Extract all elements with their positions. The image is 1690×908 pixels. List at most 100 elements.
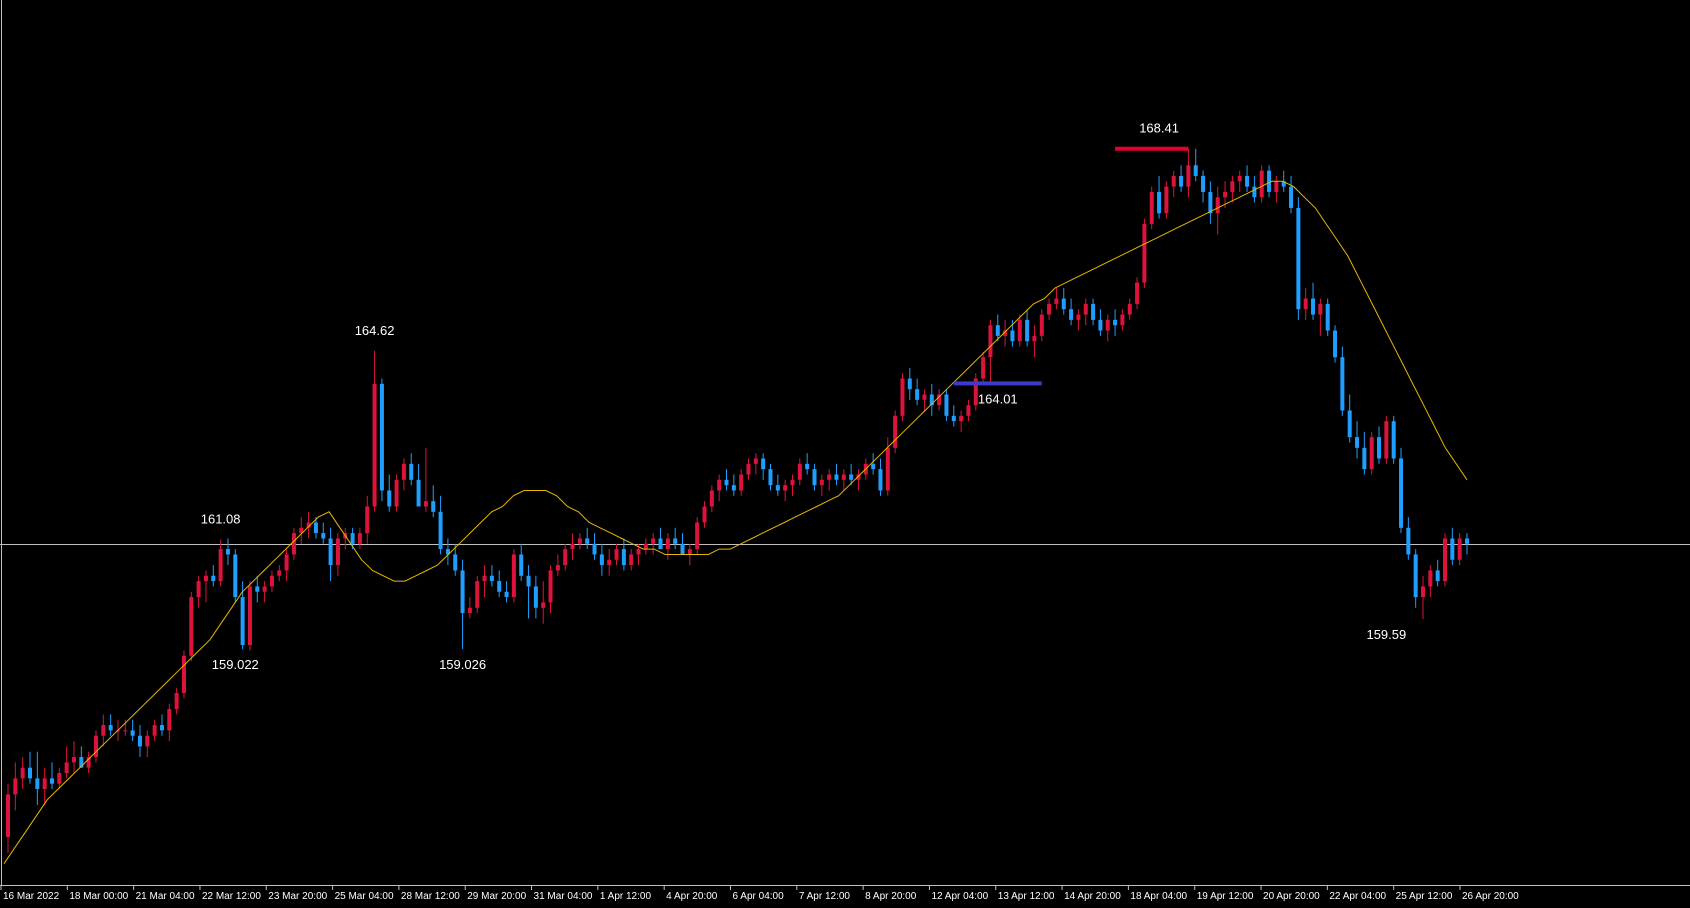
candle: [929, 383, 934, 416]
x-tick-label: 8 Apr 20:00: [865, 891, 917, 902]
candle: [1017, 314, 1022, 347]
candle-body: [42, 778, 47, 790]
candle-body: [416, 479, 421, 507]
candle: [533, 575, 538, 619]
x-tick-label: 13 Apr 12:00: [998, 891, 1055, 902]
candle-body: [731, 485, 736, 491]
levels-group: [953, 146, 1189, 386]
candle-body: [614, 549, 619, 560]
candle: [35, 751, 40, 806]
candle-body: [1142, 223, 1147, 283]
candle: [401, 458, 406, 491]
candle-body: [57, 773, 62, 784]
candle: [1069, 298, 1074, 326]
candle-body: [599, 554, 604, 566]
candle: [27, 751, 32, 784]
candle: [1032, 325, 1037, 358]
candle-body: [255, 586, 260, 592]
candle: [299, 517, 304, 544]
candle-body: [746, 463, 751, 475]
candle: [849, 463, 854, 486]
candle: [372, 350, 377, 512]
candle-body: [211, 575, 216, 582]
candle: [878, 458, 883, 496]
candle-body: [108, 725, 113, 731]
candle-body: [306, 522, 311, 528]
candle-body: [761, 458, 766, 470]
price-label: 164.62: [355, 323, 395, 338]
candle: [1105, 314, 1110, 342]
candle: [614, 543, 619, 566]
candle: [453, 543, 458, 576]
candle-body: [27, 767, 32, 779]
candle-body: [1384, 421, 1389, 459]
x-tick-label: 16 Mar 2022: [3, 891, 60, 902]
candle-body: [702, 506, 707, 523]
candle: [1127, 298, 1132, 320]
candle: [526, 565, 531, 619]
candle-body: [775, 485, 780, 491]
candle-body: [658, 538, 663, 550]
candle-body: [717, 479, 722, 491]
candle: [6, 783, 10, 854]
candle: [504, 581, 509, 603]
candle: [1215, 186, 1220, 235]
candle: [541, 581, 546, 624]
candle: [973, 373, 978, 411]
candle: [1413, 549, 1418, 608]
candle: [907, 367, 912, 400]
candle-body: [592, 543, 597, 555]
candle: [86, 751, 91, 774]
candle-body: [1230, 181, 1235, 192]
candle: [1274, 175, 1279, 203]
candle-body: [1281, 181, 1286, 187]
candle: [1164, 181, 1169, 219]
candle-body: [1135, 282, 1140, 304]
candle-body: [1245, 175, 1250, 187]
candle-body: [1215, 197, 1220, 214]
candle: [651, 533, 656, 555]
candle-body: [1355, 437, 1360, 448]
candle: [247, 581, 252, 651]
price-label: 168.41: [1139, 121, 1179, 136]
candle-body: [1127, 303, 1132, 315]
candle: [797, 458, 802, 486]
candle: [467, 597, 472, 619]
candle-body: [497, 581, 502, 592]
x-tick-label: 19 Apr 12:00: [1197, 891, 1254, 902]
candle: [1457, 533, 1462, 566]
candle-body: [247, 586, 252, 646]
candle-body: [13, 778, 18, 795]
annotations-group: 164.62 161.08 159.022 159.026 168.41 164.01 15…: [201, 121, 1406, 673]
candle-body: [1120, 314, 1125, 326]
candle: [1061, 287, 1066, 315]
candle: [1450, 527, 1455, 566]
candle-body: [453, 554, 458, 571]
candle-body: [460, 570, 465, 614]
candle: [1340, 346, 1345, 416]
candle: [1311, 282, 1316, 320]
candle-body: [196, 581, 201, 598]
x-tick-label: 18 Apr 04:00: [1130, 891, 1187, 902]
candle-body: [328, 538, 333, 566]
candle-body: [1157, 191, 1162, 214]
candle-body: [1076, 314, 1081, 320]
candle-body: [1025, 319, 1030, 342]
candle-body: [1061, 298, 1066, 310]
candle-body: [1333, 330, 1338, 358]
candle: [152, 719, 157, 742]
candle: [423, 447, 428, 512]
candle-body: [607, 559, 612, 566]
candle-body: [401, 463, 406, 480]
candle-body: [929, 394, 934, 406]
candle-body: [1039, 314, 1044, 336]
candle-body: [1003, 330, 1008, 336]
candle-body: [577, 538, 582, 544]
candle-body: [284, 554, 289, 571]
candle: [790, 474, 795, 496]
candle: [218, 539, 223, 587]
candle-body: [966, 405, 971, 416]
candle: [313, 517, 318, 539]
candle: [255, 575, 260, 603]
candle-body: [79, 757, 84, 768]
